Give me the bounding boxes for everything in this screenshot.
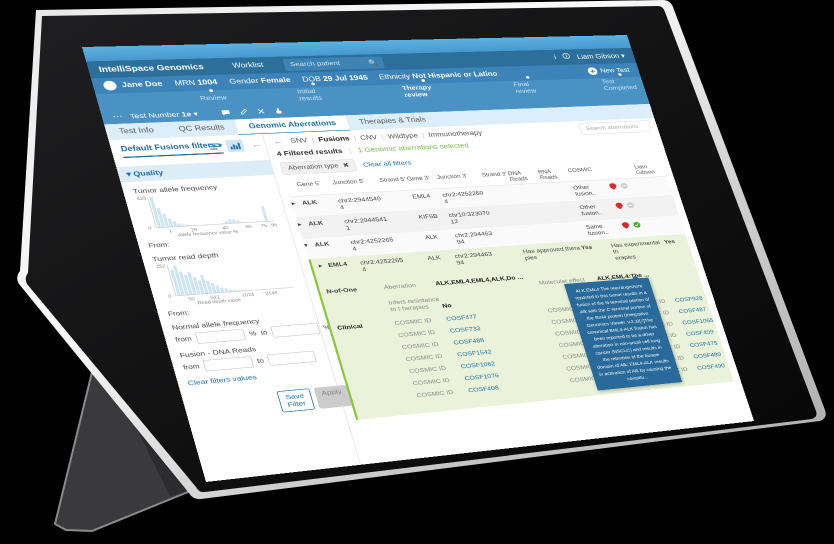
svg-text:50: 50 — [188, 297, 196, 303]
svg-text:425: 425 — [136, 196, 147, 202]
svg-text:60: 60 — [245, 224, 253, 229]
svg-text:Read depth value: Read depth value — [197, 298, 242, 306]
svg-text:152: 152 — [156, 264, 167, 270]
svg-text:0: 0 — [148, 226, 153, 231]
svg-text:95: 95 — [270, 223, 278, 228]
svg-text:1024: 1024 — [241, 292, 255, 298]
svg-text:75: 75 — [260, 223, 268, 228]
svg-text:0: 0 — [167, 294, 172, 299]
svg-text:1: 1 — [168, 229, 173, 234]
svg-text:2148: 2148 — [265, 291, 279, 297]
